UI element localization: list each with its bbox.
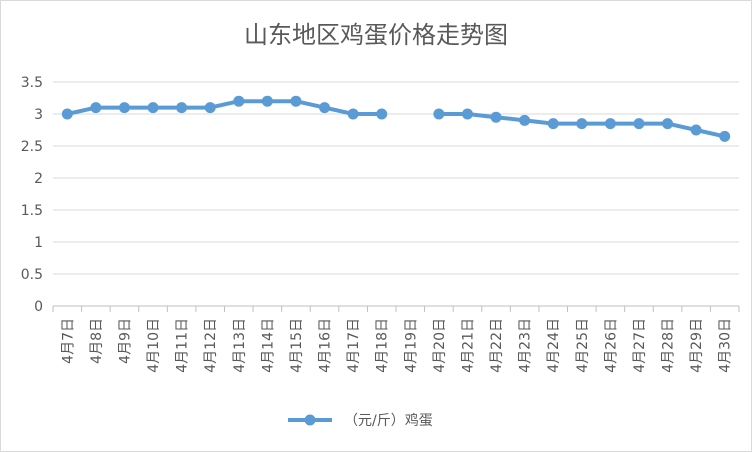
data-point xyxy=(376,108,388,120)
data-point xyxy=(204,102,216,114)
x-tick-label: 4月21日 xyxy=(460,318,476,373)
series-line xyxy=(65,99,727,139)
x-tick-label: 4月20日 xyxy=(432,318,448,373)
x-axis: 4月7日 4月8日 4月9日 4月10日 4月11日 4月12日 4月13日 4月14日 4月1… xyxy=(52,306,740,373)
x-tick-label: 4月18日 xyxy=(375,318,391,373)
y-tick-label: 2 xyxy=(34,171,43,187)
series-layer xyxy=(61,95,731,142)
data-point xyxy=(604,118,616,130)
data-point xyxy=(290,95,302,107)
x-tick-label: 4月17日 xyxy=(346,318,362,373)
data-point xyxy=(547,118,559,130)
x-tick-label: 4月12日 xyxy=(203,318,219,373)
y-tick-label: 1.5 xyxy=(21,203,43,219)
y-tick-label: 3 xyxy=(34,107,43,123)
x-tick-label: 4月9日 xyxy=(117,318,133,364)
y-tick-label: 3.5 xyxy=(21,75,43,91)
x-tick-label: 4月14日 xyxy=(260,318,276,373)
y-tick-label: 2.5 xyxy=(21,139,43,155)
legend-dot-marker xyxy=(304,414,316,426)
data-point xyxy=(319,102,331,114)
data-point xyxy=(662,118,674,130)
data-point xyxy=(118,102,130,114)
x-tick-label: 4月7日 xyxy=(60,318,76,364)
x-tick-label: 4月16日 xyxy=(318,318,334,373)
x-tick-label: 4月26日 xyxy=(603,318,619,373)
chart-title: 山东地区鸡蛋价格走势图 xyxy=(244,21,508,49)
x-tick-label: 4月28日 xyxy=(661,318,677,373)
data-point xyxy=(233,95,245,107)
data-point xyxy=(433,108,445,120)
legend: （元/斤）鸡蛋 xyxy=(288,412,433,429)
y-axis-ticks: 0 0.5 1 1.5 2 2.5 3 3.5 xyxy=(21,75,43,315)
x-tick-label: 4月25日 xyxy=(575,318,591,373)
gridlines xyxy=(53,81,739,307)
data-point xyxy=(690,124,702,136)
x-tick-label: 4月15日 xyxy=(289,318,305,373)
legend-entry: （元/斤）鸡蛋 xyxy=(344,412,433,429)
data-point xyxy=(490,111,502,123)
data-point xyxy=(176,102,188,114)
y-tick-label: 1 xyxy=(34,235,43,251)
data-point xyxy=(719,130,731,142)
data-point xyxy=(519,114,531,126)
x-tick-label: 4月24日 xyxy=(546,318,562,373)
x-tick-label: 4月23日 xyxy=(518,318,534,373)
data-point xyxy=(633,118,645,130)
data-point xyxy=(147,102,159,114)
x-tick-label: 4月27日 xyxy=(632,318,648,373)
x-tick-label: 4月13日 xyxy=(232,318,248,373)
data-point xyxy=(261,95,273,107)
x-tick-label: 4月8日 xyxy=(89,318,105,364)
x-tick-label: 4月10日 xyxy=(146,318,162,373)
data-point xyxy=(461,108,473,120)
y-tick-label: 0.5 xyxy=(21,267,43,283)
x-tick-label: 4月22日 xyxy=(489,318,505,373)
x-tick-label: 4月29日 xyxy=(689,318,705,373)
x-tick-label: 4月11日 xyxy=(175,318,191,373)
x-tick-label: 4月30日 xyxy=(718,318,734,373)
x-tick-label: 4月19日 xyxy=(403,318,419,373)
data-point xyxy=(576,118,588,130)
data-point xyxy=(90,102,102,114)
data-point xyxy=(61,108,73,120)
data-point xyxy=(347,108,359,120)
y-tick-label: 0 xyxy=(34,299,43,315)
